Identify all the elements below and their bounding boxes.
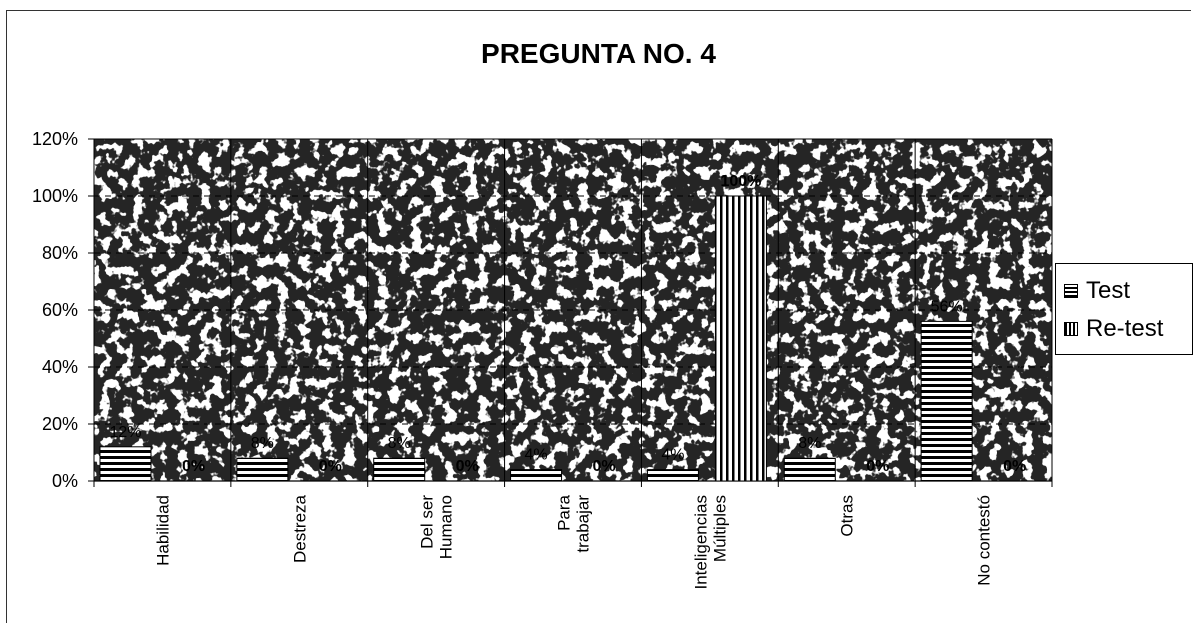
bar-test <box>783 457 836 482</box>
x-category-label-line: Destreza <box>290 494 309 563</box>
x-category-label-line: No contestó <box>975 495 994 586</box>
y-tick-label: 100% <box>32 186 78 206</box>
y-tick-label: 40% <box>42 357 78 377</box>
x-category-label: Inteligencias Múltiples <box>691 495 729 590</box>
x-category-label: Otras <box>838 495 857 537</box>
y-tick-label: 20% <box>42 414 78 434</box>
bar-test <box>920 320 973 482</box>
chart-legend: Test Re-test <box>1055 263 1193 355</box>
data-label-test: 8% <box>251 435 274 452</box>
bar-test <box>99 446 152 482</box>
x-category-label-line: Múltiples <box>710 495 729 562</box>
x-category-label: Del ser Humano <box>418 495 456 560</box>
data-label-test: 4% <box>661 447 684 464</box>
bar-retest <box>714 195 767 482</box>
data-label-retest: 0% <box>319 458 342 475</box>
x-category-label: No contestó <box>975 495 994 586</box>
legend-label-test: Test <box>1086 277 1131 304</box>
legend-item-test: Test <box>1064 276 1130 306</box>
x-category-label-line: Humano <box>437 495 456 559</box>
x-category-label: Destreza <box>290 494 309 563</box>
data-label-test: 8% <box>798 435 821 452</box>
data-label-retest: 0% <box>182 458 205 475</box>
y-tick-label: 0% <box>52 471 78 491</box>
chart-frame <box>6 10 1191 623</box>
data-label-test: 12% <box>109 424 141 441</box>
x-category-label-line: Habilidad <box>153 495 172 566</box>
x-category-label-line: Del ser <box>418 495 437 549</box>
data-label-test: 56% <box>931 298 963 315</box>
x-category-label-line: Para <box>555 494 574 530</box>
x-category-label: Habilidad <box>153 495 172 566</box>
bar-test <box>646 469 699 482</box>
legend-item-retest: Re-test <box>1064 314 1163 344</box>
data-label-retest: 0% <box>456 458 479 475</box>
data-label-retest: 100% <box>720 173 761 190</box>
bar-test <box>510 469 563 482</box>
x-category-label-line: trabajar <box>574 495 593 553</box>
x-category-label: Para trabajar <box>555 494 593 552</box>
x-category-label-line: Otras <box>838 495 857 537</box>
chart-title: PREGUNTA NO. 4 <box>481 38 716 69</box>
legend-swatch-horizontal-stripes-icon <box>1064 284 1078 298</box>
legend-label-retest: Re-test <box>1086 315 1164 342</box>
x-category-label-line: Inteligencias <box>691 495 710 590</box>
data-label-test: 8% <box>388 435 411 452</box>
bar-test <box>236 457 289 482</box>
bar-test <box>373 457 426 482</box>
data-label-test: 4% <box>525 447 548 464</box>
data-label-retest: 0% <box>866 458 889 475</box>
y-tick-label: 80% <box>42 243 78 263</box>
y-tick-label: 60% <box>42 300 78 320</box>
legend-swatch-vertical-stripes-icon <box>1064 322 1078 336</box>
y-tick-label: 120% <box>32 129 78 149</box>
data-label-retest: 0% <box>1003 458 1026 475</box>
data-label-retest: 0% <box>593 458 616 475</box>
